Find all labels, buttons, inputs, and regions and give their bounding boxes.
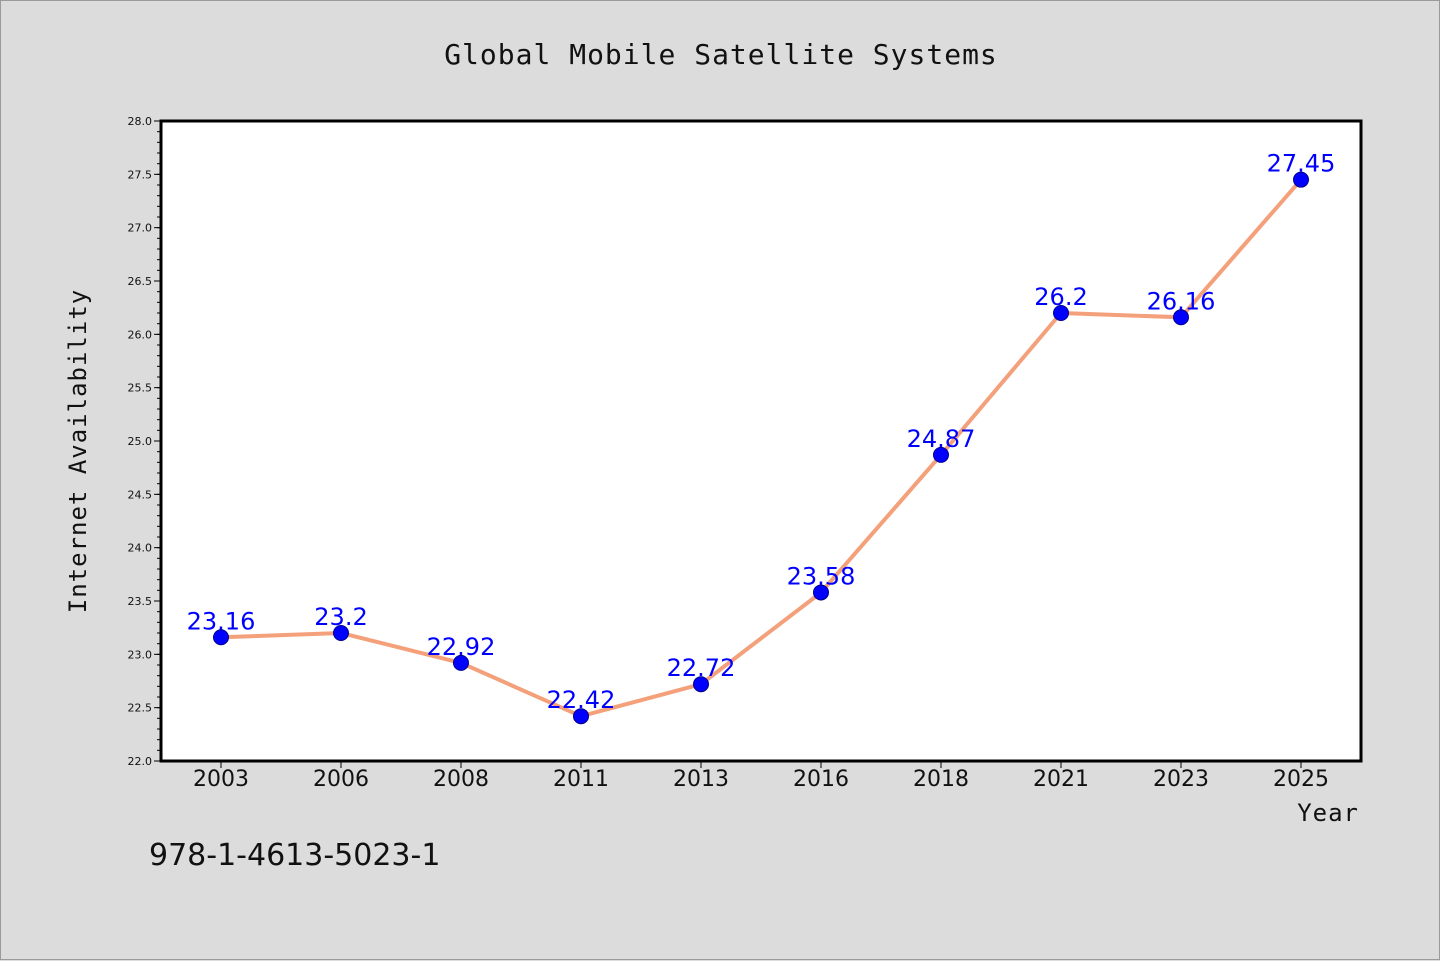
- x-tick-label: 2003: [193, 767, 249, 792]
- data-point: [813, 584, 829, 601]
- isbn-text: 978-1-4613-5023-1: [149, 838, 440, 873]
- data-markers: [213, 171, 1309, 725]
- data-label: 27.45: [1267, 150, 1336, 178]
- x-tick-label: 2011: [553, 767, 609, 792]
- y-tick-label: 23.0: [128, 648, 153, 661]
- x-tick-label: 2025: [1273, 767, 1329, 792]
- y-axis-ticks: 22.0 22.5 23.0 23.5 24.0 24.5 25.0 25.5 26.0 26.5…: [128, 115, 161, 768]
- plot-area: [159, 119, 1363, 763]
- data-label: 24.87: [907, 425, 976, 453]
- data-point: [1173, 309, 1189, 326]
- y-axis-label: Internet Availability: [64, 289, 92, 613]
- y-tick-label: 28.0: [128, 115, 153, 128]
- data-point: [333, 625, 349, 641]
- data-label: 23.58: [787, 562, 856, 590]
- y-tick-label: 24.5: [128, 488, 153, 501]
- x-axis-label: Year: [1297, 799, 1359, 827]
- data-label: 26.16: [1147, 287, 1216, 315]
- y-tick-label: 26.5: [128, 275, 153, 288]
- x-tick-label: 2018: [913, 767, 969, 792]
- data-point: [933, 446, 949, 463]
- data-label: 22.72: [667, 654, 736, 682]
- data-label: 26.2: [1034, 283, 1087, 311]
- data-labels: 23.16 23.2 22.92 22.42 22.72 23.58 24.87 26.2 26…: [187, 150, 1336, 715]
- y-tick-label: 25.0: [128, 435, 153, 448]
- data-point: [693, 676, 709, 693]
- data-point: [573, 708, 589, 725]
- y-tick-label: 26.0: [128, 328, 153, 341]
- y-tick-label: 24.0: [128, 542, 153, 555]
- x-tick-label: 2006: [313, 767, 369, 792]
- chart-title: Global Mobile Satellite Systems: [444, 38, 998, 71]
- data-point: [1053, 305, 1069, 321]
- data-label: 22.92: [427, 633, 496, 661]
- x-tick-label: 2008: [433, 767, 489, 792]
- series-line: [219, 177, 1303, 719]
- data-point: [213, 629, 229, 646]
- y-tick-label: 22.0: [128, 755, 153, 768]
- data-label: 23.16: [187, 607, 256, 635]
- data-point: [1293, 171, 1309, 188]
- x-axis-ticks: 2003 2006 2008 2011 2013 2016 2018 2021 2023 2025: [193, 761, 1329, 792]
- data-point: [453, 654, 469, 671]
- x-tick-label: 2021: [1033, 767, 1089, 792]
- y-tick-label: 22.5: [128, 702, 153, 715]
- y-tick-label: 25.5: [128, 382, 153, 395]
- x-tick-label: 2016: [793, 767, 849, 792]
- y-tick-label: 23.5: [128, 595, 153, 608]
- data-label: 22.42: [547, 686, 616, 714]
- y-tick-label: 27.0: [128, 222, 153, 235]
- x-tick-label: 2013: [673, 767, 729, 792]
- data-label: 23.2: [314, 603, 367, 631]
- y-tick-label: 27.5: [128, 168, 153, 181]
- x-tick-label: 2023: [1153, 767, 1209, 792]
